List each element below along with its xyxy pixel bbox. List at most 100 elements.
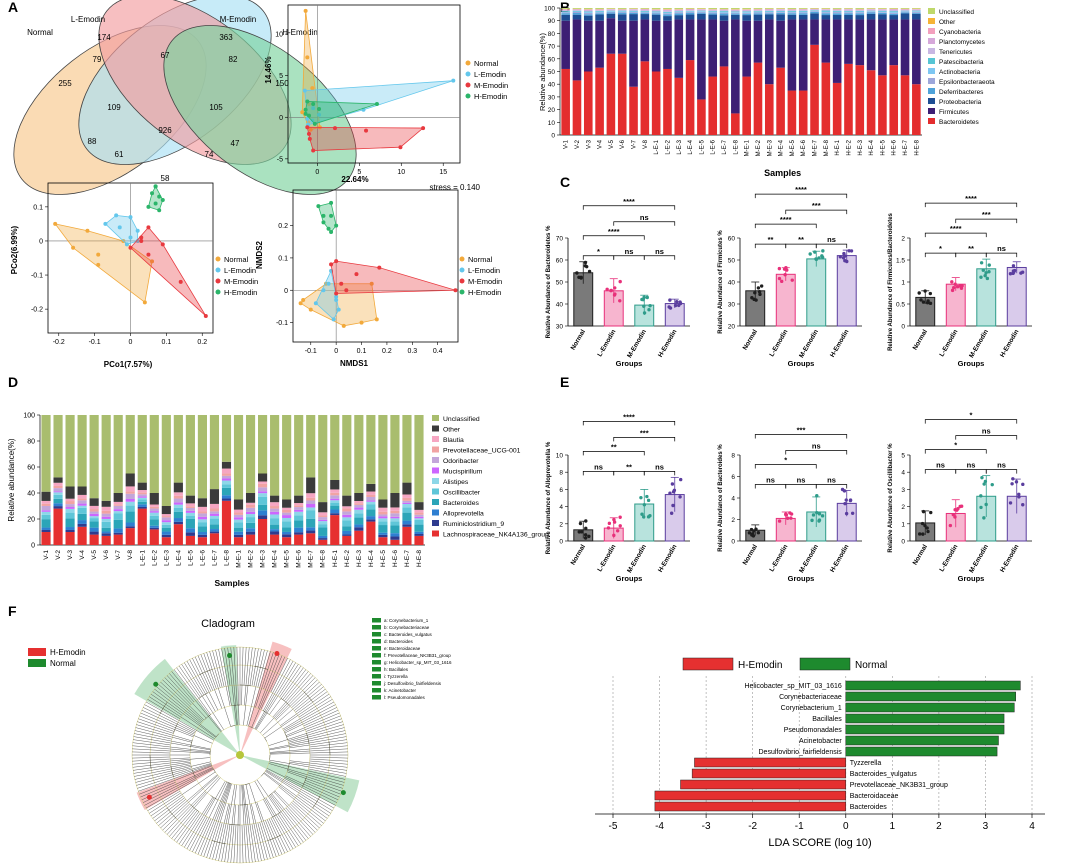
data-point bbox=[321, 220, 326, 225]
x-tick-label: M-E-8 bbox=[320, 550, 327, 568]
legend-swatch bbox=[432, 478, 439, 484]
bar-segment-minor bbox=[572, 14, 582, 20]
sample-point bbox=[815, 510, 819, 515]
y-tick-label: -0.1 bbox=[31, 273, 43, 280]
bar-segment-bacteroidetes bbox=[595, 67, 604, 135]
bar-segment-genus bbox=[390, 516, 400, 519]
bar-segment-genus bbox=[378, 499, 388, 508]
legend-label: Bacteroides bbox=[443, 500, 479, 507]
tree-branch bbox=[230, 647, 238, 726]
y-tick-label: 4 bbox=[731, 496, 735, 503]
bar-segment-genus bbox=[258, 487, 268, 492]
data-point bbox=[142, 300, 147, 305]
bar-segment-firmicutes bbox=[572, 19, 582, 81]
sample-point bbox=[950, 288, 955, 293]
bar-segment-lachnospiraceae bbox=[318, 539, 328, 545]
bar-segment-genus bbox=[137, 506, 147, 509]
x-tick-label: V-6 bbox=[620, 139, 626, 149]
tree-branch bbox=[274, 677, 316, 720]
tree-branch bbox=[285, 775, 339, 801]
significance-bracket bbox=[582, 471, 615, 476]
sample-point bbox=[613, 292, 617, 296]
significance-label: ** bbox=[968, 244, 974, 253]
x-tick-label: V-1 bbox=[564, 139, 570, 149]
bar-segment-minor bbox=[855, 9, 865, 11]
legend-label: Actinobacteria bbox=[939, 69, 981, 76]
sample-point bbox=[917, 291, 921, 295]
sample-point bbox=[845, 259, 849, 264]
bar-segment-genus bbox=[402, 502, 412, 504]
x-tick-label: L-E-8 bbox=[223, 550, 230, 566]
tree-branch bbox=[257, 822, 268, 860]
bar-segment-genus bbox=[282, 512, 292, 516]
bar-segment-firmicutes bbox=[889, 19, 899, 66]
tree-arc bbox=[312, 795, 321, 809]
data-point bbox=[374, 317, 379, 322]
bar-segment-unclassified bbox=[245, 415, 256, 493]
x-tick-label: M-E-2 bbox=[248, 550, 255, 568]
bar-segment-minor bbox=[889, 12, 899, 13]
sample-point bbox=[951, 512, 955, 517]
sample-point bbox=[646, 515, 651, 519]
tree-branch bbox=[305, 718, 342, 732]
bar-segment-bacteroidetes bbox=[787, 90, 797, 135]
bar-segment-firmicutes bbox=[606, 18, 616, 54]
bar-segment-genus bbox=[101, 527, 111, 532]
legend-marker bbox=[215, 289, 221, 295]
data-point bbox=[334, 291, 339, 296]
tree-branch bbox=[283, 701, 335, 731]
y-tick-label: 40 bbox=[556, 302, 564, 309]
bar-segment-genus bbox=[233, 499, 244, 510]
tree-branch bbox=[297, 794, 330, 817]
bar-segment-minor bbox=[776, 9, 785, 10]
bar-segment-genus bbox=[402, 512, 412, 521]
y-tick-label: 0 bbox=[39, 238, 43, 245]
clade-highlight bbox=[136, 755, 240, 810]
bar-segment-genus bbox=[209, 511, 220, 514]
bar-segment-minor bbox=[617, 11, 627, 13]
tree-branch bbox=[147, 699, 181, 720]
sample-point bbox=[923, 523, 927, 528]
tree-branch bbox=[134, 764, 192, 777]
tree-branch bbox=[272, 673, 311, 718]
bar-segment-genus bbox=[137, 501, 147, 505]
data-point bbox=[453, 288, 458, 293]
tree-branch bbox=[212, 650, 223, 688]
bar-segment-genus bbox=[233, 534, 244, 538]
bar-segment-genus bbox=[209, 515, 220, 519]
tree-branch bbox=[176, 811, 200, 843]
sample-point bbox=[921, 532, 925, 536]
bar-segment-minor bbox=[764, 12, 774, 14]
data-point bbox=[311, 106, 316, 111]
sample-point bbox=[584, 526, 588, 531]
bar-segment-minor bbox=[572, 9, 582, 11]
legend-label: Normal bbox=[474, 59, 499, 68]
venn-set-h-emodin bbox=[163, 25, 357, 195]
tree-branch bbox=[132, 751, 171, 754]
legend-swatch bbox=[928, 18, 935, 24]
tree-arc bbox=[190, 739, 193, 748]
data-point bbox=[139, 238, 144, 243]
bar-segment-bacteroidetes bbox=[912, 84, 921, 135]
x-tick-label: H-Emodin bbox=[657, 328, 678, 358]
data-point bbox=[317, 112, 322, 117]
bar-segment-genus bbox=[330, 513, 340, 516]
tree-branch bbox=[292, 800, 322, 826]
panel-label-C: C bbox=[560, 174, 570, 190]
x-tick-label: V-4 bbox=[79, 550, 86, 560]
bar-segment-genus bbox=[65, 529, 75, 532]
y-tick-label: 1 bbox=[901, 521, 905, 528]
y-axis-label: Relative Abundance of Alloprevotella % bbox=[546, 441, 552, 554]
sample-point bbox=[618, 299, 622, 303]
legend-label: Odoribacter bbox=[443, 458, 479, 465]
bar-segment-genus bbox=[378, 532, 388, 535]
sample-point bbox=[645, 295, 649, 300]
sample-point bbox=[575, 271, 579, 275]
bar-segment-minor bbox=[731, 10, 740, 12]
x-tick-label: L-E-8 bbox=[733, 139, 739, 154]
tree-branch bbox=[269, 761, 346, 780]
legend-swatch bbox=[432, 467, 439, 474]
y-axis-label: Relative Abundance of Oscillibacter % bbox=[888, 443, 894, 553]
bar-segment-genus bbox=[209, 489, 220, 504]
